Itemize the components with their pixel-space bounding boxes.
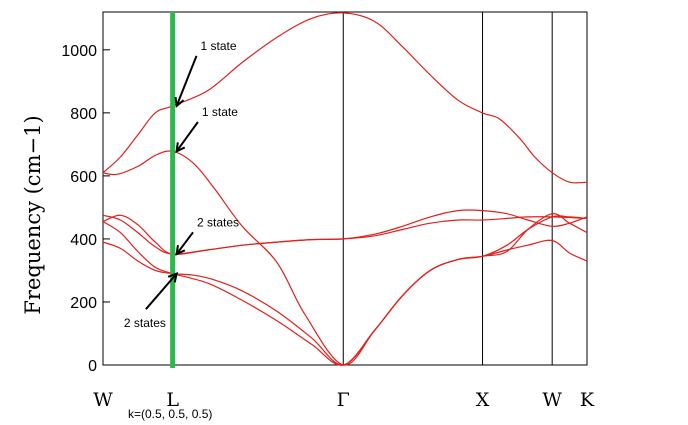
y-tick-label: 200 — [70, 295, 97, 312]
y-tick-label: 800 — [70, 106, 97, 123]
y-tick-label: 600 — [70, 169, 97, 186]
branch-4 — [102, 209, 588, 255]
y-tick-label: 1000 — [61, 43, 97, 60]
annotation-label: 1 state — [200, 39, 236, 53]
annotation-label: 1 state — [202, 105, 238, 119]
y-axis-label: Frequency (cm−1) — [21, 115, 45, 314]
y-tick-label: 0 — [88, 358, 97, 375]
annotation-arrowhead — [175, 142, 186, 153]
x-tick-label: X — [476, 389, 490, 411]
annotation-arrow — [175, 55, 198, 107]
annotation-arrowhead — [175, 245, 186, 256]
axis-labels: Frequency (cm−1) k=(0.5, 0.5, 0.5) — [21, 115, 212, 421]
plot-frame — [102, 11, 588, 366]
x-tick-label: W — [542, 389, 562, 411]
x-tick-label: Γ — [337, 389, 350, 411]
annotation-arrow — [145, 272, 178, 310]
x-note: k=(0.5, 0.5, 0.5) — [128, 407, 212, 421]
dispersion-curves — [102, 12, 588, 366]
x-tick-label: L — [166, 389, 179, 411]
annotations: 1 state 1 state 2 states 2 states — [124, 39, 239, 330]
branch-1 — [102, 12, 588, 184]
annotation-label: 2 states — [124, 316, 166, 330]
annotation-arrow — [175, 121, 199, 152]
branch-2 — [102, 150, 588, 366]
branch-6 — [102, 213, 588, 366]
annotation-arrow — [175, 231, 194, 255]
y-tick-label: 400 — [70, 232, 97, 249]
annotation-arrowhead — [174, 96, 185, 108]
branch-3 — [102, 214, 588, 255]
x-tick-label: K — [580, 389, 595, 411]
annotation-label: 2 states — [197, 215, 239, 229]
x-tick-label: W — [93, 389, 113, 411]
annotation-arrowhead — [167, 272, 179, 283]
